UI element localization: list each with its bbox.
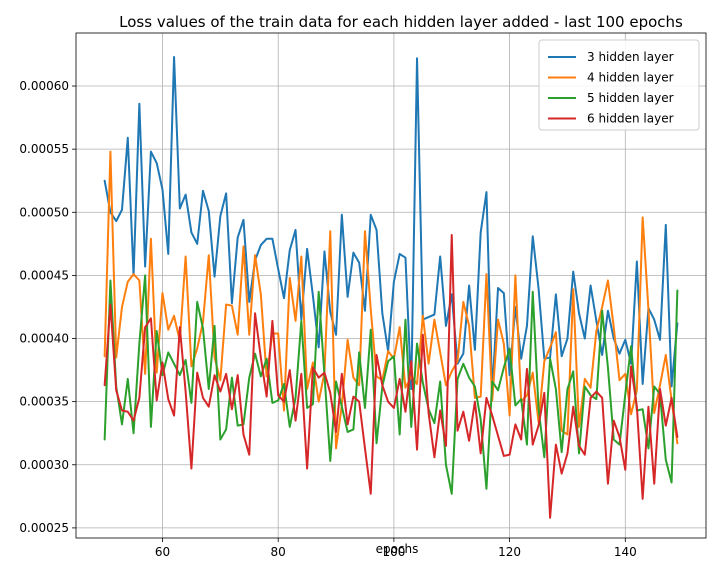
series-line-6-hidden-layer: [103, 234, 679, 519]
x-axis-label: epochs: [376, 542, 419, 556]
legend-label: 3 hidden layer: [587, 50, 674, 64]
series-line-3-hidden-layer: [103, 55, 679, 394]
legend-box: [538, 39, 700, 131]
legend: 3 hidden layer 4 hidden layer 5 hidden lay…: [538, 39, 700, 131]
y-tick-label: 0.00030: [19, 458, 69, 472]
series-layer: [103, 55, 679, 519]
legend-label: 6 hidden layer: [587, 112, 674, 126]
series-line-5-hidden-layer: [103, 274, 679, 495]
legend-label: 4 hidden layer: [587, 71, 674, 85]
x-tick-label: 80: [271, 545, 286, 559]
series-line-4-hidden-layer: [103, 150, 679, 450]
plot-frame: [75, 32, 707, 539]
chart-title: Loss values of the train data for each h…: [119, 13, 683, 31]
x-tick-label: 100: [382, 545, 405, 559]
y-tick-label: 0.00060: [19, 79, 69, 93]
y-tick-label: 0.00025: [19, 521, 69, 535]
legend-label: 5 hidden layer: [587, 91, 674, 105]
y-tick-label: 0.00040: [19, 332, 69, 346]
axis-ticks: 60 80 100 120 140 0.00025 0.00030 0.00035 0.0004…: [19, 79, 636, 559]
y-tick-label: 0.00055: [19, 142, 69, 156]
x-tick-label: 140: [614, 545, 637, 559]
y-tick-label: 0.00035: [19, 395, 69, 409]
y-tick-label: 0.00050: [19, 205, 69, 219]
x-tick-label: 60: [155, 545, 170, 559]
y-tick-label: 0.00045: [19, 268, 69, 282]
x-tick-label: 120: [498, 545, 521, 559]
